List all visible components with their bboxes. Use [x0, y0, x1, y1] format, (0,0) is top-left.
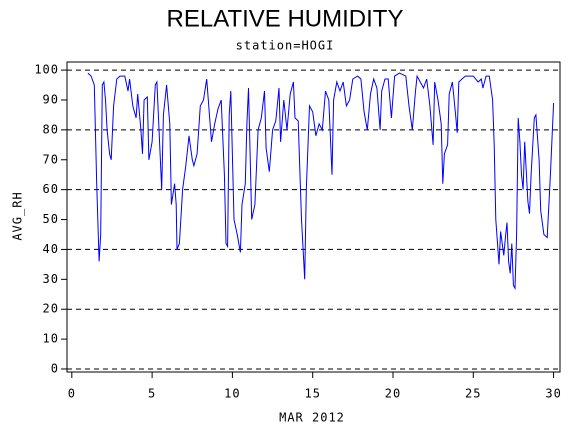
y-tick-label: 100 [34, 63, 59, 77]
y-tick-label: 90 [43, 92, 59, 106]
y-tick-label: 10 [43, 332, 59, 346]
y-tick-label: 60 [43, 182, 59, 196]
x-tick-label: 5 [148, 387, 156, 401]
x-tick-label: 25 [465, 387, 481, 401]
plot-frame [66, 61, 561, 373]
x-axis-label: MAR 2012 [279, 411, 345, 425]
y-tick-label: 50 [43, 212, 59, 226]
data-line [87, 72, 555, 291]
x-tick-label: 15 [304, 387, 320, 401]
y-tick-label: 0 [51, 362, 59, 376]
y-axis-label: AVG_RH [11, 191, 25, 240]
x-tick-label: 20 [385, 387, 401, 401]
x-tick-label: 10 [224, 387, 240, 401]
x-tick-label: 30 [545, 387, 561, 401]
x-tick-label: 0 [68, 387, 76, 401]
chart-title: RELATIVE HUMIDITY [167, 5, 404, 32]
y-tick-label: 20 [43, 302, 59, 316]
y-tick-label: 70 [43, 152, 59, 166]
chart-subtitle: station=HOGI [236, 39, 335, 53]
y-tick-label: 30 [43, 272, 59, 286]
y-tick-label: 80 [43, 122, 59, 136]
y-tick-label: 40 [43, 242, 59, 256]
